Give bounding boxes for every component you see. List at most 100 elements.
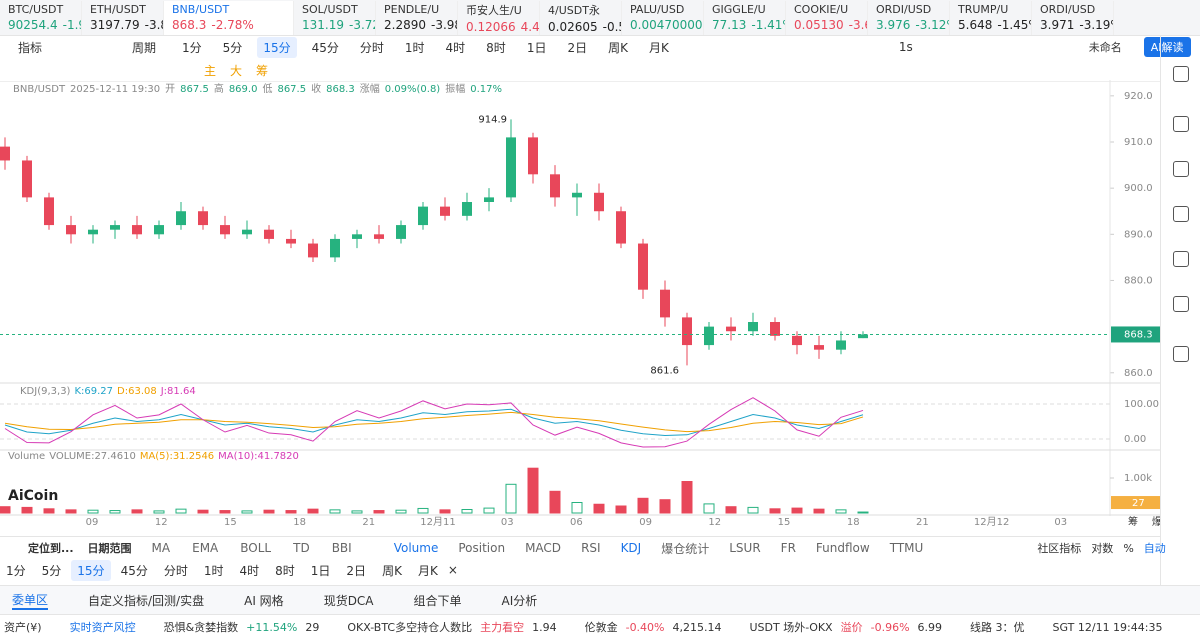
side-icon[interactable]: [1173, 116, 1189, 132]
period-button[interactable]: 1日: [310, 563, 331, 578]
tool-button[interactable]: 筹: [256, 63, 269, 78]
period-button[interactable]: 分时: [359, 40, 384, 55]
sub-indicator[interactable]: RSI: [581, 541, 601, 555]
status-item[interactable]: 4,215.14: [672, 620, 722, 634]
bottom-tab[interactable]: AI 网格: [244, 593, 284, 608]
status-item[interactable]: SGT 12/11 19:44:35: [1052, 620, 1163, 634]
sub-indicator[interactable]: Fundflow: [815, 541, 870, 555]
period-button[interactable]: 1时: [404, 40, 425, 55]
main-indicator[interactable]: BBI: [331, 541, 352, 555]
status-item[interactable]: 恐惧&贪婪指数: [163, 621, 239, 634]
side-icon[interactable]: [1173, 161, 1189, 177]
period-button[interactable]: 15分: [71, 559, 111, 581]
status-item[interactable]: -0.40%: [625, 620, 665, 634]
bottom-tab[interactable]: 委单区: [12, 591, 49, 610]
tab[interactable]: TRUMP/U 5.648 -1.45%: [950, 0, 1032, 35]
period-button[interactable]: 5分: [41, 563, 62, 578]
side-icon[interactable]: [1173, 296, 1189, 312]
status-item[interactable]: 伦敦金: [584, 621, 618, 634]
main-indicator[interactable]: BOLL: [240, 541, 272, 555]
main-indicator[interactable]: MA: [151, 541, 171, 555]
status-item[interactable]: +11.54%: [246, 620, 298, 634]
status-item[interactable]: 1.94: [532, 620, 557, 634]
status-item[interactable]: 溢价: [840, 621, 863, 634]
bottom-tab[interactable]: 现货DCA: [323, 593, 374, 608]
sub-indicator[interactable]: KDJ: [620, 541, 642, 555]
chart-option[interactable]: 对数: [1091, 542, 1114, 555]
tab[interactable]: PENDLE/U 2.2890 -3.98: [376, 0, 458, 35]
chart-option[interactable]: 自动: [1143, 542, 1166, 555]
chart-option[interactable]: %: [1123, 541, 1134, 555]
tab[interactable]: 币安人生/U 0.12066 4.45: [458, 0, 540, 35]
period-button[interactable]: 15分: [257, 36, 297, 58]
tab[interactable]: ORDI/USD 3.971 -3.19%: [1032, 0, 1114, 35]
chart-option[interactable]: 社区指标: [1037, 542, 1082, 555]
period-button[interactable]: 月K: [648, 40, 669, 55]
status-item[interactable]: 资产(¥): [4, 621, 42, 634]
tab-quote: 0.02605 -0.5: [548, 20, 621, 34]
status-item[interactable]: USDT 场外-OKX: [749, 621, 833, 634]
interval[interactable]: 1s: [898, 40, 913, 54]
period-button[interactable]: 2日: [567, 40, 588, 55]
tool-button[interactable]: 主: [204, 63, 217, 78]
tab[interactable]: ORDI/USD 3.976 -3.12%: [868, 0, 950, 35]
period-button[interactable]: 月K: [417, 563, 438, 578]
tab-quote: 77.13 -1.41%: [712, 18, 785, 32]
status-item[interactable]: 线路 3：优: [970, 621, 1025, 634]
sub-indicator[interactable]: Volume: [393, 541, 439, 555]
bottom-tab[interactable]: 组合下单: [413, 593, 462, 608]
status-item[interactable]: -0.96%: [870, 620, 910, 634]
period-button[interactable]: 4时: [445, 40, 466, 55]
main-indicator[interactable]: TD: [293, 541, 310, 555]
status-item[interactable]: OKX-BTC多空持仓人数比: [347, 621, 473, 634]
tab[interactable]: PALU/USD 0.00470000: [622, 0, 704, 35]
sub-indicator[interactable]: TTMU: [889, 541, 924, 555]
status-item[interactable]: 29: [305, 620, 320, 634]
period-button[interactable]: 1分: [6, 563, 26, 578]
close-button[interactable]: ×: [447, 563, 458, 577]
period-button[interactable]: 1时: [203, 563, 224, 578]
high-label: 914.9: [478, 114, 507, 125]
period-button[interactable]: 周K: [382, 563, 402, 578]
side-icon[interactable]: [1173, 206, 1189, 222]
tab[interactable]: BNB/USDT 868.3 -2.78%: [164, 0, 294, 35]
bottom-tab[interactable]: AI分析: [501, 593, 538, 608]
indicator-button[interactable]: 指标: [18, 40, 43, 55]
side-icon[interactable]: [1173, 66, 1189, 82]
period-button[interactable]: 4时: [239, 563, 260, 578]
period-button[interactable]: 周K: [608, 40, 628, 55]
ai-button[interactable]: AI解读: [1143, 37, 1191, 57]
side-icon[interactable]: [1173, 346, 1189, 362]
period-button[interactable]: 8时: [486, 40, 506, 55]
period-button[interactable]: 1日: [526, 40, 547, 55]
tab[interactable]: GIGGLE/U 77.13 -1.41%: [704, 0, 786, 35]
status-item[interactable]: 6.99: [917, 620, 943, 634]
bottom-tab[interactable]: 自定义指标/回测/实盘: [88, 593, 205, 608]
main-indicator[interactable]: EMA: [192, 541, 219, 555]
tab[interactable]: COOKIE/U 0.05130 -3.6: [786, 0, 868, 35]
period-button[interactable]: 2日: [346, 563, 367, 578]
sub-indicator[interactable]: MACD: [525, 541, 562, 555]
date-range[interactable]: 日期范围: [87, 542, 132, 555]
tool-button[interactable]: 大: [230, 63, 243, 78]
sub-indicator[interactable]: LSUR: [729, 541, 761, 555]
period-button[interactable]: 8时: [275, 563, 295, 578]
tab[interactable]: SOL/USDT 131.19 -3.72: [294, 0, 376, 35]
layout-name[interactable]: 未命名: [1088, 41, 1122, 54]
period-label[interactable]: 周期: [132, 40, 157, 55]
tab[interactable]: 4/USDT永 0.02605 -0.5: [540, 0, 622, 35]
period-button[interactable]: 1分: [182, 40, 202, 55]
period-button[interactable]: 45分: [311, 40, 339, 55]
tab[interactable]: ETH/USDT 3197.79 -3.8: [82, 0, 164, 35]
status-item[interactable]: 实时资产风控: [69, 621, 136, 634]
period-button[interactable]: 分时: [163, 563, 188, 578]
tab[interactable]: BTC/USDT 90254.4 -1.9: [0, 0, 82, 35]
period-button[interactable]: 45分: [120, 563, 148, 578]
sub-indicator[interactable]: 爆仓统计: [661, 541, 710, 556]
period-button[interactable]: 5分: [222, 40, 243, 55]
sub-indicator[interactable]: Position: [458, 541, 506, 555]
status-item[interactable]: 主力看空: [480, 621, 525, 634]
sub-indicator[interactable]: FR: [780, 541, 796, 555]
side-icon[interactable]: [1173, 251, 1189, 267]
locate[interactable]: 定位到...: [28, 542, 74, 555]
